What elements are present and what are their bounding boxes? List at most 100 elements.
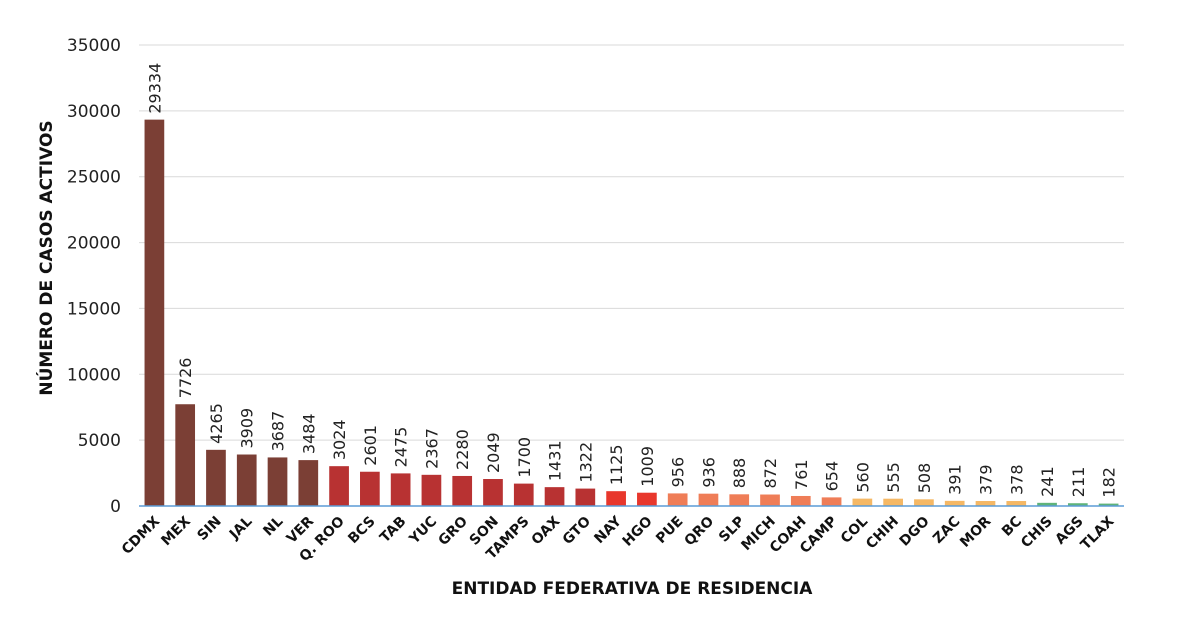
x-tick-label: TLAX [1078, 513, 1118, 553]
x-axis-title: ENTIDAD FEDERATIVA DE RESIDENCIA [452, 579, 814, 599]
bar-value-label: 2475 [392, 427, 411, 468]
bar [883, 498, 903, 506]
bar-value-label: 654 [823, 461, 842, 492]
x-tick-label: JAL [226, 513, 256, 543]
y-axis-ticks: 0 5000 10000 15000 20000 25000 30000 35000 [67, 36, 121, 517]
bar [852, 498, 873, 506]
bar-value-label: 3024 [330, 419, 349, 460]
bar-value-label: 1125 [607, 444, 626, 485]
bar [790, 495, 811, 506]
bar-value-label: 7726 [176, 358, 195, 399]
bar-value-label: 1322 [576, 442, 595, 483]
bar [452, 475, 473, 506]
bar-value-label: 1700 [515, 437, 534, 478]
bar-value-label: 211 [1069, 467, 1088, 498]
bar [760, 494, 780, 506]
y-tick-label: 25000 [67, 168, 121, 188]
bar-value-label: 3687 [269, 411, 288, 452]
x-tick-label: NAY [591, 513, 625, 547]
x-tick-label: GRO [436, 513, 472, 549]
bar [1067, 503, 1088, 506]
bar-value-label: 888 [730, 458, 749, 489]
x-tick-label: HGO [620, 513, 656, 549]
bar-value-label: 1431 [546, 440, 565, 481]
bar [637, 492, 657, 506]
y-axis-title: NÚMERO DE CASOS ACTIVOS [35, 120, 57, 395]
x-tick-label: DGO [897, 513, 933, 549]
bar [606, 491, 626, 506]
x-tick-label: MOR [957, 513, 994, 550]
y-tick-label: 30000 [67, 102, 121, 122]
bar [421, 474, 442, 506]
bar [513, 483, 534, 506]
bar [1098, 503, 1119, 506]
bar-value-label: 555 [884, 462, 903, 493]
bar-value-label: 508 [915, 463, 934, 494]
bar [544, 487, 565, 506]
y-tick-label: 10000 [67, 365, 121, 385]
bar-value-label: 872 [761, 458, 780, 489]
bar-value-label: 956 [669, 457, 688, 488]
bar-value-label: 560 [853, 462, 872, 493]
bar [698, 493, 719, 506]
x-tick-label: SIN [194, 514, 224, 544]
gridlines [139, 44, 1124, 441]
x-tick-label: YUC [406, 514, 440, 548]
value-labels: 29334 7726 4265 3909 3687 3484 3024 2601 2475 236… [145, 63, 1118, 498]
bar [729, 494, 750, 506]
x-tick-label: BCS [345, 514, 378, 547]
y-tick-label: 35000 [67, 36, 121, 56]
x-tick-label: GTO [560, 513, 595, 548]
bar [298, 460, 319, 506]
bar [483, 479, 503, 506]
bar-value-label: 182 [1100, 467, 1119, 498]
x-tick-label: MEX [158, 513, 194, 549]
bar-value-label: 3484 [299, 413, 318, 454]
x-tick-label: CHIS [1018, 514, 1056, 552]
x-tick-label: CHIH [863, 514, 902, 553]
bar-value-label: 2367 [422, 428, 441, 469]
bar [175, 404, 196, 506]
bar [206, 449, 226, 506]
y-tick-label: 0 [110, 497, 121, 517]
bar [667, 493, 688, 506]
y-tick-label: 20000 [67, 234, 121, 254]
x-tick-label: OAX [529, 513, 564, 548]
x-tick-label: TAB [377, 514, 410, 547]
bar-value-label: 2601 [361, 425, 380, 466]
bar-value-label: 2049 [484, 432, 503, 473]
bars [139, 119, 1124, 507]
bar [944, 500, 965, 506]
bar-value-label: 379 [976, 464, 995, 495]
y-tick-label: 15000 [67, 299, 121, 319]
bar-value-label: 936 [699, 457, 718, 488]
bar [914, 499, 934, 506]
x-tick-label: PUE [653, 514, 686, 547]
bar [1006, 501, 1027, 506]
bar-value-label: 2280 [453, 429, 472, 470]
bar-value-label: 1009 [638, 446, 657, 487]
bar [821, 497, 842, 506]
bar [329, 466, 349, 506]
x-tick-label: CDMX [119, 513, 163, 557]
bar-value-label: 761 [792, 459, 811, 490]
bar [267, 457, 288, 506]
bar-value-label: 241 [1038, 466, 1057, 497]
bar [144, 119, 165, 507]
bar-value-label: 378 [1007, 464, 1026, 495]
bar [236, 454, 257, 506]
bar [975, 501, 996, 506]
bar [390, 473, 411, 506]
x-tick-label: QRO [682, 513, 718, 549]
y-tick-label: 5000 [78, 431, 121, 451]
bar [575, 488, 596, 506]
bar [1037, 502, 1057, 506]
bar-value-label: 4265 [207, 403, 226, 444]
bar [360, 471, 380, 506]
bar-value-label: 3909 [238, 408, 257, 449]
bar-value-label: 391 [946, 464, 965, 495]
bar-value-label: 29334 [145, 63, 164, 114]
